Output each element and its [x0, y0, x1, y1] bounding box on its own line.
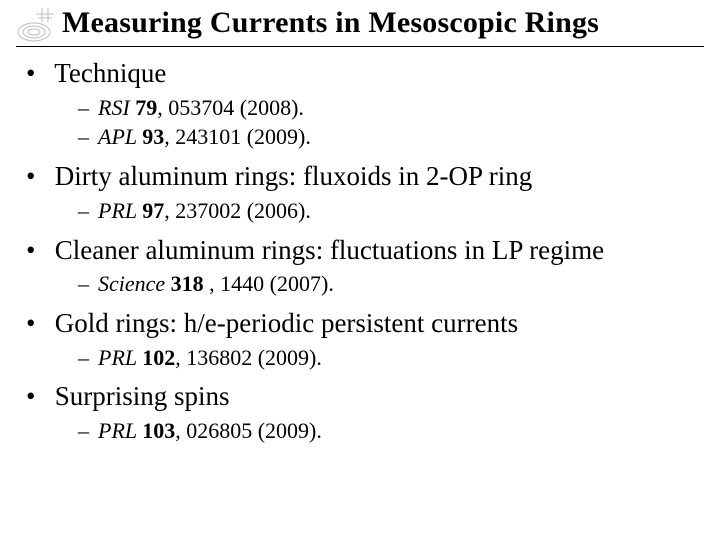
ref-item: PRL 102, 136802 (2009).: [78, 343, 702, 373]
ref-rest: , 243101 (2009).: [164, 124, 311, 149]
bullet-text: Cleaner aluminum rings: fluctuations in …: [55, 235, 604, 265]
ref-journal: PRL: [98, 345, 137, 370]
ref-item: RSI 79, 053704 (2008).: [78, 93, 702, 123]
ref-journal: PRL: [98, 418, 137, 443]
ref-item: Science 318 , 1440 (2007).: [78, 269, 702, 299]
ref-list: RSI 79, 053704 (2008). APL 93, 243101 (2…: [30, 93, 702, 152]
ref-item: PRL 97, 237002 (2006).: [78, 196, 702, 226]
ref-volume: 102: [142, 345, 175, 370]
bullet-item: Gold rings: h/e-periodic persistent curr…: [30, 307, 702, 372]
ref-list: PRL 102, 136802 (2009).: [30, 343, 702, 373]
bullet-item: Technique RSI 79, 053704 (2008). APL 93,…: [30, 57, 702, 152]
title-rule: [16, 46, 704, 47]
ref-rest: , 237002 (2006).: [164, 198, 311, 223]
ref-list: PRL 103, 026805 (2009).: [30, 416, 702, 446]
bullet-text: Technique: [54, 58, 166, 88]
slide-title: Measuring Currents in Mesoscopic Rings: [0, 0, 720, 44]
ref-journal: APL: [98, 124, 137, 149]
bullet-list: Technique RSI 79, 053704 (2008). APL 93,…: [18, 57, 702, 446]
ref-journal: RSI: [98, 95, 130, 120]
ref-item: PRL 103, 026805 (2009).: [78, 416, 702, 446]
ref-journal: PRL: [98, 198, 137, 223]
ref-rest: , 136802 (2009).: [175, 345, 322, 370]
slide-body: Technique RSI 79, 053704 (2008). APL 93,…: [0, 57, 720, 446]
ref-volume: 103: [142, 418, 175, 443]
ref-list: PRL 97, 237002 (2006).: [30, 196, 702, 226]
ref-item: APL 93, 243101 (2009).: [78, 122, 702, 152]
ref-volume: 97: [142, 198, 164, 223]
bullet-text: Dirty aluminum rings: fluxoids in 2-OP r…: [55, 161, 532, 191]
ref-volume: 79: [135, 95, 157, 120]
ref-journal: Science: [98, 271, 165, 296]
bullet-text: Gold rings: h/e-periodic persistent curr…: [55, 308, 518, 338]
ref-list: Science 318 , 1440 (2007).: [30, 269, 702, 299]
ref-volume: 318: [171, 271, 204, 296]
bullet-item: Cleaner aluminum rings: fluctuations in …: [30, 234, 702, 299]
ref-rest: , 053704 (2008).: [157, 95, 304, 120]
ref-rest: , 1440 (2007).: [204, 271, 334, 296]
ref-volume: 93: [142, 124, 164, 149]
ref-rest: , 026805 (2009).: [175, 418, 322, 443]
slide-logo: [12, 8, 60, 44]
bullet-item: Dirty aluminum rings: fluxoids in 2-OP r…: [30, 160, 702, 225]
bullet-text: Surprising spins: [55, 381, 230, 411]
bullet-item: Surprising spins PRL 103, 026805 (2009).: [30, 380, 702, 445]
